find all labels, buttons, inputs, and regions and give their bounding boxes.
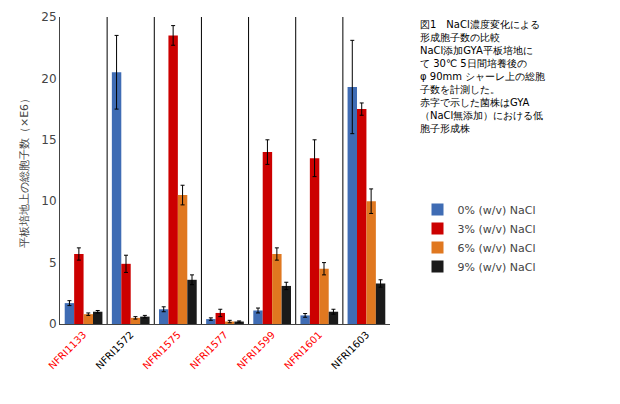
- svg-text:NFRI1133: NFRI1133: [46, 329, 88, 371]
- svg-text:25: 25: [41, 10, 56, 24]
- svg-text:NFRI1601: NFRI1601: [282, 329, 324, 371]
- svg-text:0% (w/v) NaCl: 0% (w/v) NaCl: [458, 204, 536, 217]
- svg-text:9% (w/v) NaCl: 9% (w/v) NaCl: [458, 261, 536, 274]
- svg-text:NFRI1577: NFRI1577: [188, 329, 230, 371]
- svg-text:NFRI1603: NFRI1603: [329, 329, 371, 371]
- svg-text:3% (w/v) NaCl: 3% (w/v) NaCl: [458, 223, 536, 236]
- svg-text:NFRI1599: NFRI1599: [235, 329, 277, 371]
- svg-text:5: 5: [49, 256, 57, 270]
- svg-text:NFRI1575: NFRI1575: [141, 329, 183, 371]
- svg-text:図1 NaCl濃度変化による形成胞子数の比較NaCl添加GY: 図1 NaCl濃度変化による形成胞子数の比較NaCl添加GYA平板培地にて 30…: [420, 19, 545, 134]
- svg-text:6% (w/v) NaCl: 6% (w/v) NaCl: [458, 242, 536, 255]
- svg-text:平板培地上の総胞子数（×E6）: 平板培地上の総胞子数（×E6）: [18, 93, 31, 248]
- svg-text:0: 0: [49, 317, 57, 331]
- svg-text:NFRI1572: NFRI1572: [94, 329, 136, 371]
- svg-text:20: 20: [41, 72, 56, 86]
- svg-text:15: 15: [41, 133, 56, 147]
- svg-text:10: 10: [41, 194, 56, 208]
